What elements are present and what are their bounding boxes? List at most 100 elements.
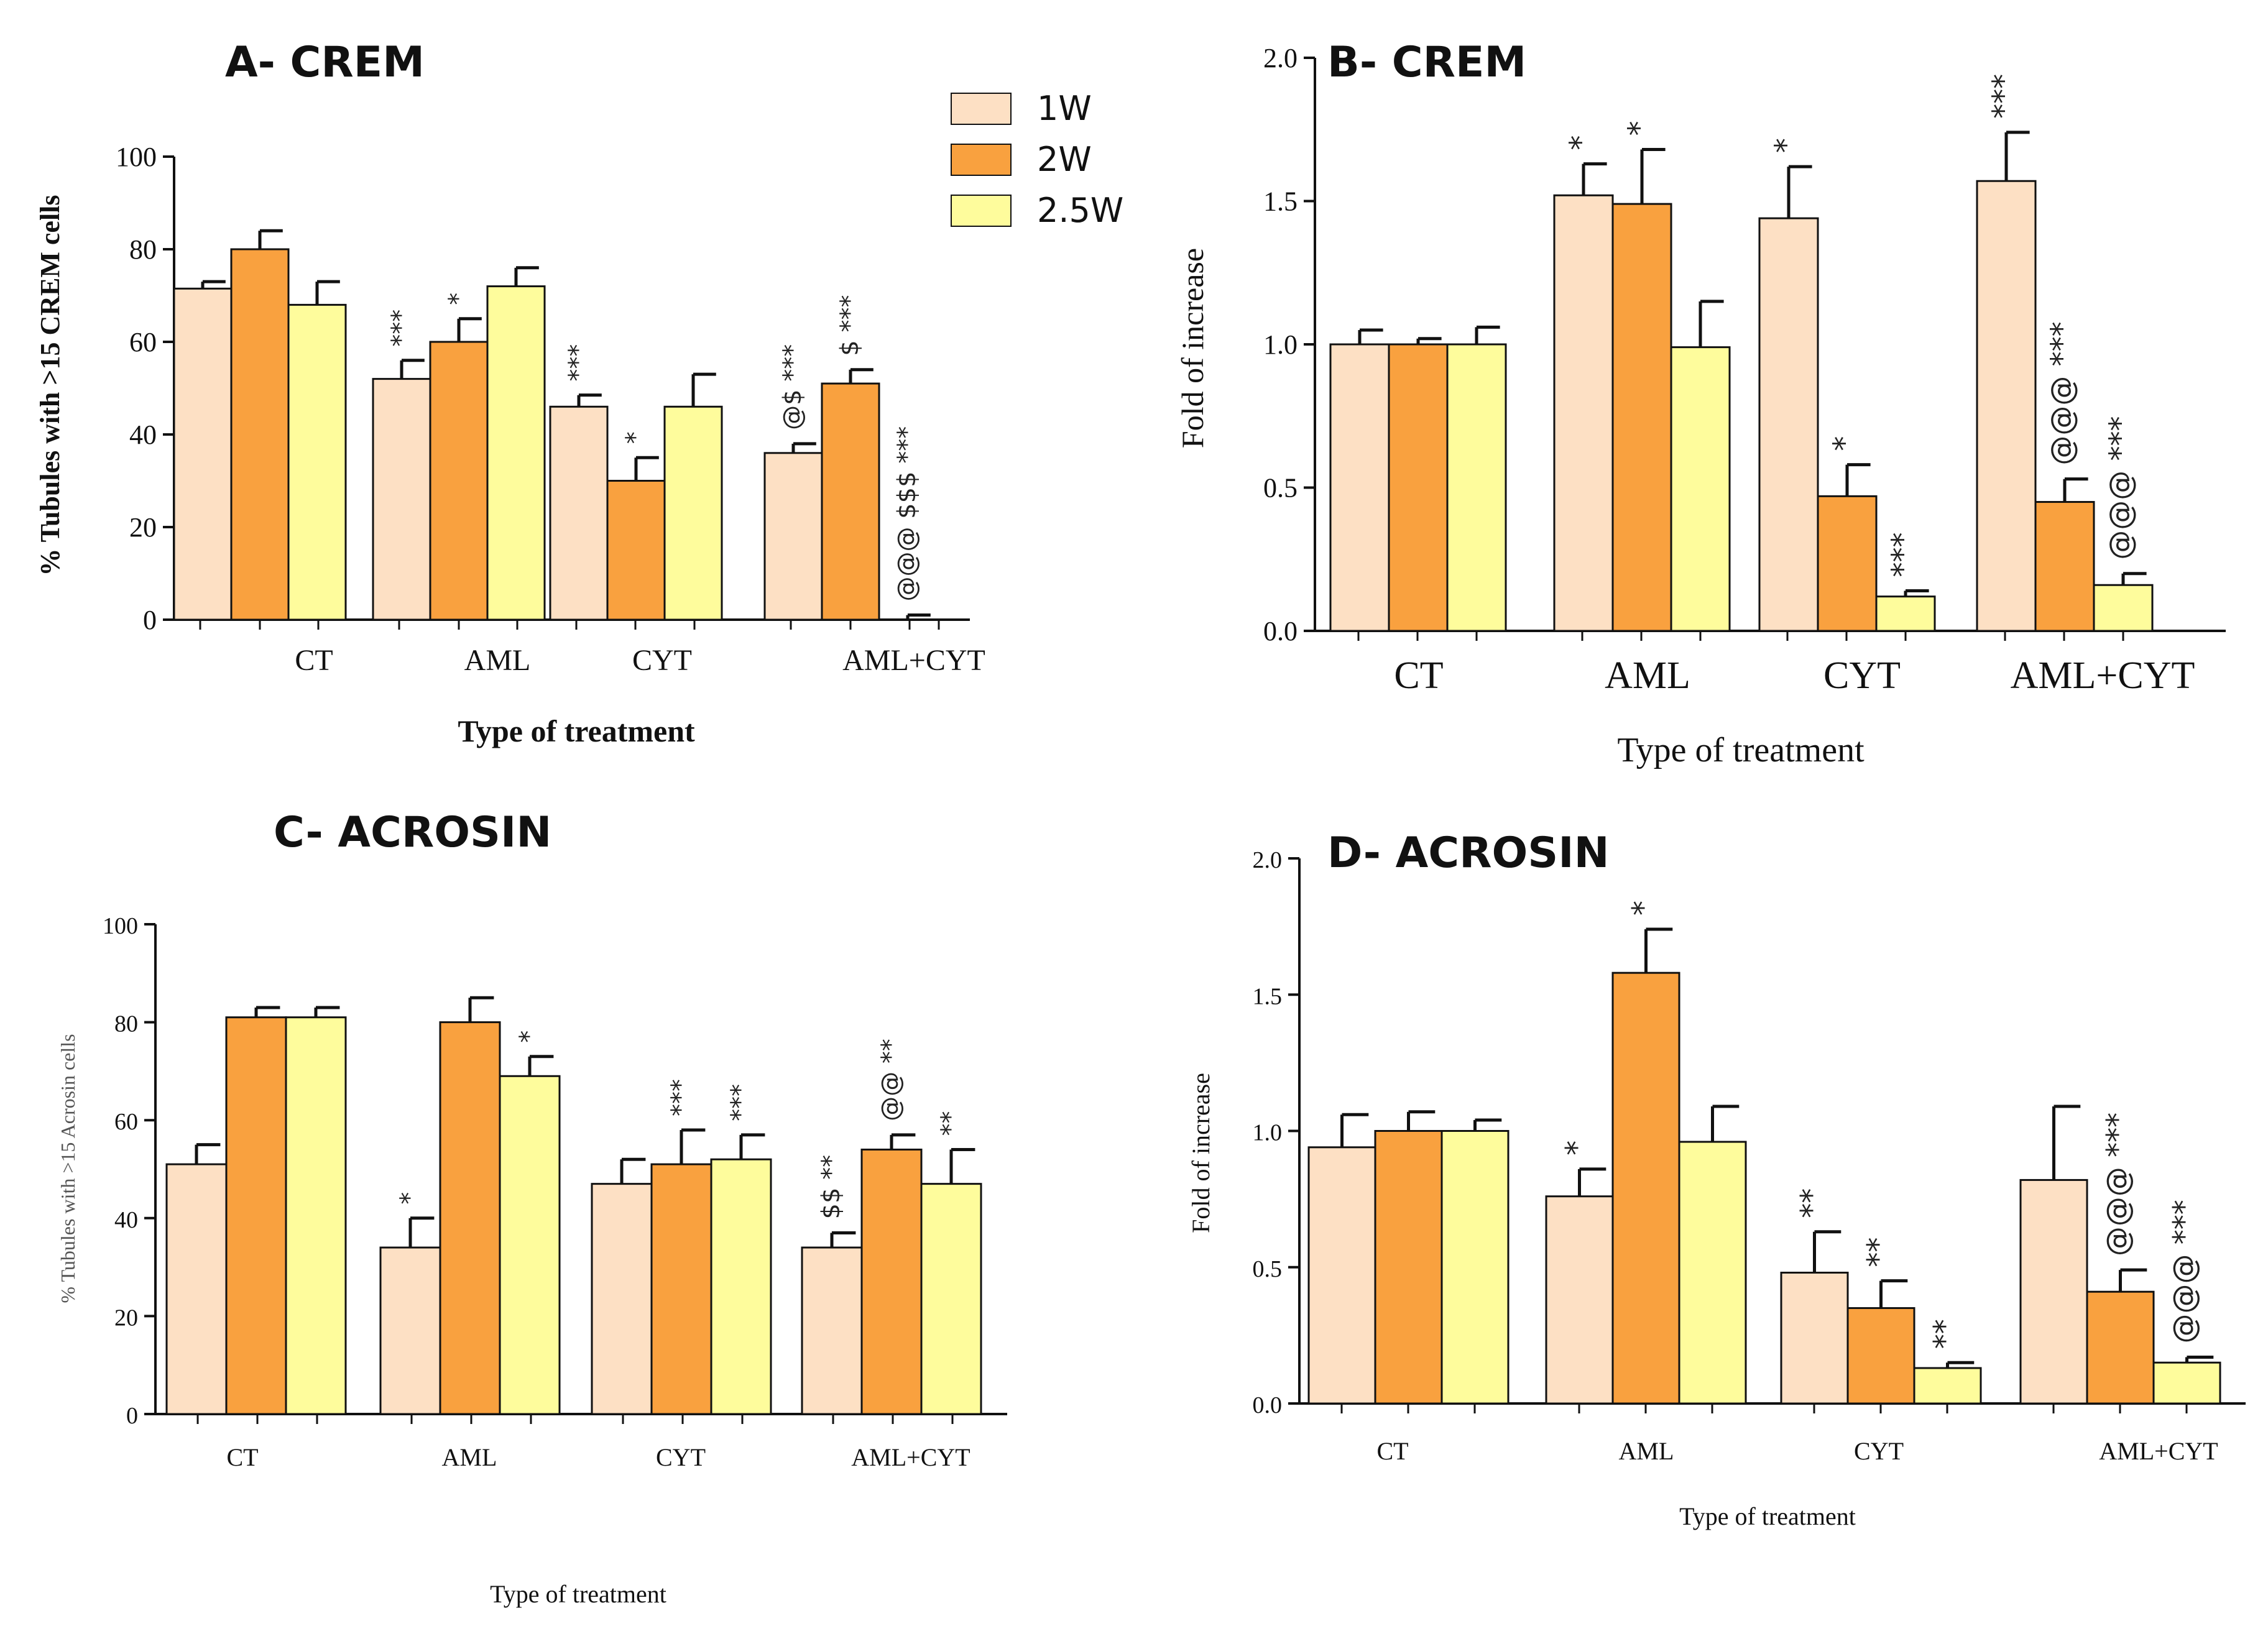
legend-swatch-2w	[951, 144, 1012, 176]
panel-c-aml-plus-cyt-2-5w-significance-label: **	[936, 1111, 965, 1136]
panel-c-category-label-aml: AML	[442, 1443, 497, 1471]
panel-b-aml-2w-bar	[1611, 203, 1672, 632]
panel-a-ct-2w-bar	[230, 248, 290, 621]
legend: 1W 2W 2.5W	[951, 89, 1123, 230]
panel-b-aml-plus-cyt-1w-bar	[1976, 180, 2037, 632]
panel-d-y-tick-label: 1.0	[1253, 1120, 1283, 1146]
panel-c-aml-2-5w-bar	[499, 1075, 561, 1415]
panel-d-cyt-1w-bar	[1780, 1272, 1849, 1405]
panel-b-y-tick-label: 0.5	[1263, 473, 1298, 503]
panel-a-axes: 0 20 40 60 80 100 CT AML CYT AML+CYT	[116, 142, 985, 677]
panel-a-y-tick-label: 100	[116, 142, 157, 172]
panel-d-category-label-cyt: CYT	[1854, 1437, 1904, 1465]
panel-c-aml-plus-cyt-2w-significance-label: @@ **	[877, 1039, 905, 1121]
panel-a-aml-2-5w-bar	[486, 285, 546, 621]
panel-d-category-label-ct: CT	[1376, 1437, 1408, 1465]
panel-a-ct-2-5w-bar	[287, 303, 347, 621]
panel-b-cyt-2w-bar	[1817, 495, 1878, 632]
panel-b-y-tick-label: 2.0	[1263, 43, 1298, 73]
panel-a-ct-1w-bar	[173, 287, 233, 621]
panel-b-annotations: **********@@@ ***@@@ ***	[1564, 74, 2138, 577]
panel-c-y-tick-label: 80	[114, 1011, 138, 1037]
panel-d-aml-2w-bar	[1611, 971, 1680, 1405]
panel-c-category-label-ct: CT	[226, 1443, 258, 1471]
panel-a-cyt-1w-significance-label: ***	[564, 344, 592, 382]
panel-a-title: A- CREM	[225, 38, 425, 87]
panel-c-cyt-2-5w-significance-label: ***	[726, 1084, 755, 1121]
panel-a-category-label-cyt: CYT	[632, 644, 692, 677]
panel-a-y-tick-label: 40	[129, 420, 157, 450]
legend-label-1w: 1W	[1037, 89, 1092, 128]
panel-b-x-axis-label: Type of treatment	[1617, 731, 1865, 769]
panel-d-cyt-2w-bar	[1846, 1307, 1915, 1405]
panel-c-ct-2w-bar	[225, 1016, 287, 1415]
panel-c-aml-2-5w-significance-label: *	[515, 1031, 543, 1043]
panel-a-aml-plus-cyt-2-5w-significance-label: @@@ $$$ ***	[893, 426, 921, 602]
panel-a-y-tick-label: 20	[129, 512, 157, 543]
panel-c-x-axis-label: Type of treatment	[490, 1580, 666, 1608]
panel-a-category-label-aml-plus-cyt: AML+CYT	[842, 644, 985, 677]
panel-c-title: C- ACROSIN	[274, 808, 551, 857]
panel-d-aml-1w-bar	[1545, 1195, 1614, 1405]
panel-b: B- CREM 0.0 0.5 1.0 1.5 2.0 CT AML CYT AML+CYT *…	[1175, 38, 2226, 769]
panel-b-ct-1w-bar	[1329, 343, 1390, 632]
panel-c-cyt-2-5w-bar	[710, 1158, 772, 1415]
panel-b-category-label-aml-plus-cyt: AML+CYT	[2011, 655, 2195, 697]
panel-d-cyt-2-5w-significance-label: **	[1928, 1319, 1963, 1349]
panel-c-aml-plus-cyt-1w-bar	[801, 1246, 863, 1415]
panel-c-cyt-2w-significance-label: ***	[666, 1079, 695, 1116]
panel-b-cyt-2w-significance-label: *	[1827, 436, 1862, 451]
panel-c-aml-plus-cyt-1w-significance-label: $$ **	[817, 1155, 846, 1220]
panel-c-y-tick-label: 20	[114, 1305, 138, 1331]
panel-b-y-tick-label: 0.0	[1263, 616, 1298, 646]
panel-d-bars	[1307, 927, 2221, 1405]
panel-a-annotations: ********@$ ***$ ***@@@ $$$ ***	[387, 293, 921, 602]
panel-b-y-tick-label: 1.0	[1263, 329, 1298, 360]
panel-d: D- ACROSIN 0.0 0.5 1.0 1.5 2.0 CT AML CYT AML+CY…	[1187, 829, 2246, 1530]
panel-b-category-label-cyt: CYT	[1823, 655, 1901, 697]
panel-a-y-tick-label: 80	[129, 234, 157, 265]
panel-d-y-tick-label: 0.0	[1253, 1392, 1283, 1418]
panel-b-aml-plus-cyt-2w-significance-label: @@@ ***	[2045, 321, 2080, 465]
panel-d-cyt-1w-significance-label: **	[1795, 1188, 1830, 1218]
panel-b-category-label-ct: CT	[1394, 655, 1443, 697]
panel-b-ct-2-5w-bar	[1446, 343, 1507, 632]
panel-d-ct-2w-bar	[1374, 1130, 1443, 1405]
panel-b-aml-plus-cyt-2-5w-bar	[2093, 584, 2154, 632]
panel-d-aml-1w-significance-label: *	[1560, 1141, 1595, 1155]
panel-c-y-tick-label: 60	[114, 1109, 138, 1135]
panel-d-y-tick-label: 1.5	[1253, 983, 1283, 1009]
panel-b-y-axis-label: Fold of increase	[1175, 248, 1210, 448]
panel-a-x-axis-label: Type of treatment	[458, 714, 695, 748]
panel-d-aml-plus-cyt-2w-bar	[2086, 1290, 2155, 1405]
panel-d-x-axis-label: Type of treatment	[1679, 1502, 1856, 1530]
panel-d-ct-1w-bar	[1307, 1146, 1376, 1405]
panel-b-aml-2-5w-bar	[1670, 346, 1731, 632]
panel-d-axes: 0.0 0.5 1.0 1.5 2.0 CT AML CYT AML+CYT	[1253, 847, 2246, 1465]
panel-b-bars	[1329, 131, 2154, 632]
legend-swatch-1w	[951, 93, 1012, 125]
panel-d-category-label-aml: AML	[1619, 1437, 1674, 1465]
panel-b-ct-2w-bar	[1388, 343, 1449, 632]
panel-c-category-label-cyt: CYT	[656, 1443, 706, 1471]
panel-b-cyt-1w-bar	[1758, 217, 1819, 632]
panel-c-ct-1w-bar	[165, 1163, 228, 1415]
panel-c-aml-1w-significance-label: *	[395, 1192, 424, 1205]
panel-b-cyt-1w-significance-label: *	[1769, 138, 1804, 153]
panel-a-aml-1w-significance-label: ***	[387, 310, 415, 347]
panel-c-y-tick-label: 0	[126, 1403, 138, 1429]
panel-a-y-tick-label: 0	[143, 605, 157, 635]
panel-b-cyt-2-5w-significance-label: ***	[1886, 532, 1920, 577]
panel-a-aml-plus-cyt-1w-significance-label: @$ ***	[778, 344, 807, 430]
panel-c-aml-1w-bar	[379, 1246, 441, 1415]
panel-c-y-tick-label: 40	[114, 1207, 138, 1233]
panel-c-y-axis-label: % Tubules with >15 Acrosin cells	[57, 1034, 79, 1303]
panel-b-category-label-aml: AML	[1605, 655, 1690, 697]
panel-a-category-label-aml: AML	[464, 644, 531, 677]
panel-b-title: B- CREM	[1327, 38, 1526, 87]
panel-d-y-axis-label: Fold of increase	[1187, 1073, 1215, 1233]
panel-c-aml-2w-bar	[439, 1021, 501, 1415]
panel-d-ct-2-5w-bar	[1441, 1130, 1510, 1405]
panel-a-cyt-1w-bar	[549, 405, 609, 621]
